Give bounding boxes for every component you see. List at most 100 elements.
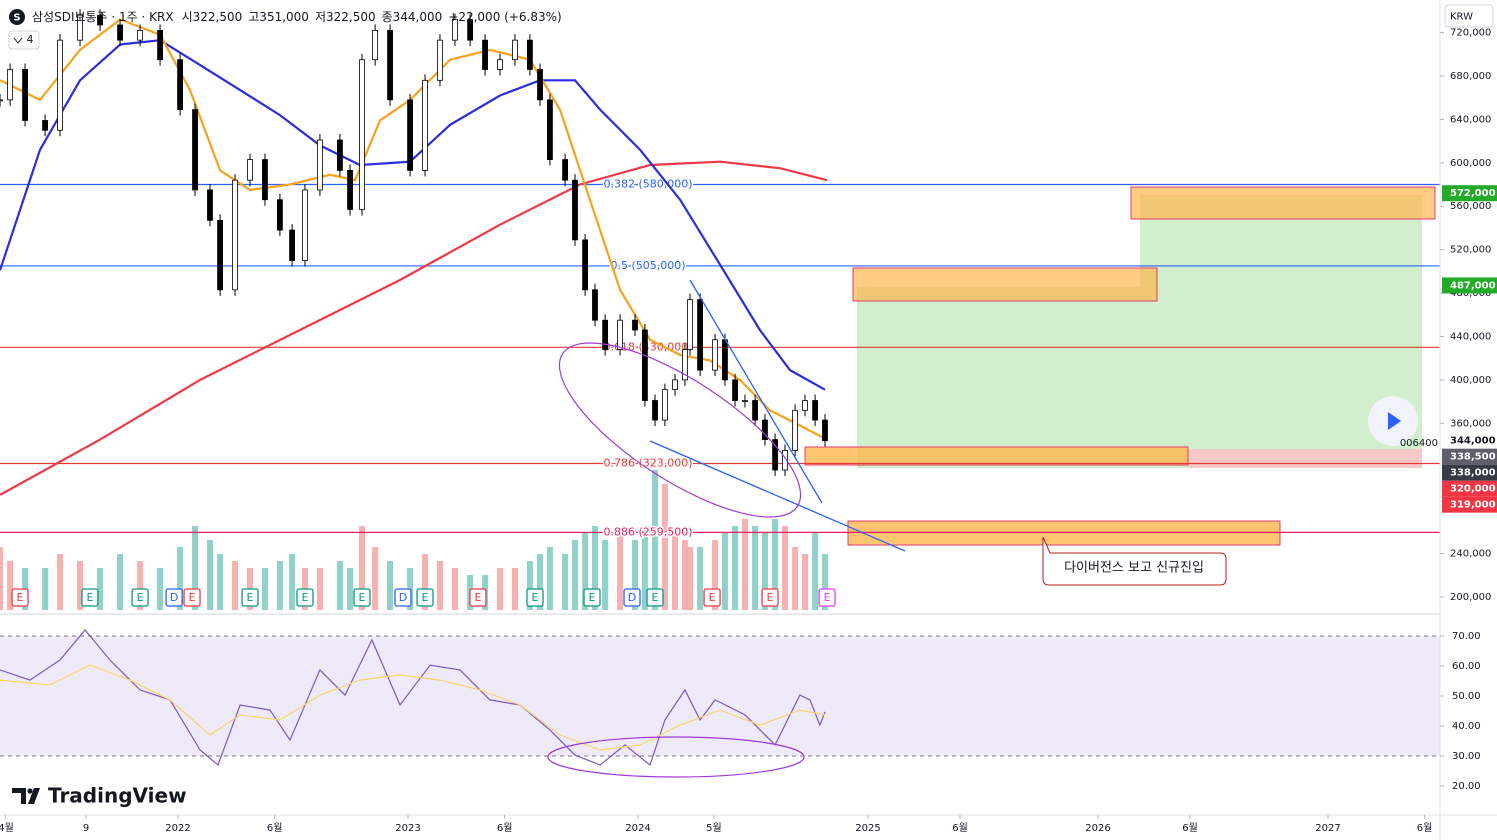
candle-body [77, 14, 83, 41]
candle-body [772, 439, 778, 471]
volume-bar [177, 547, 184, 610]
candle-body [42, 120, 48, 131]
rsi-pane [0, 635, 1440, 757]
event-label: D [399, 591, 407, 604]
volume-bar [217, 554, 224, 610]
event-marker [81, 588, 99, 607]
candle-body [682, 349, 688, 381]
candle-body [387, 29, 393, 101]
x-tick-label: 2022 [165, 823, 190, 834]
candle-body [407, 99, 413, 171]
volume-bar [546, 547, 553, 610]
symbol-code: 006400 [1400, 438, 1438, 449]
symbol-icon [9, 9, 25, 25]
candle-body [289, 229, 295, 261]
candle-body [262, 159, 268, 201]
logo-dot [27, 788, 33, 794]
event-label: E [17, 591, 24, 604]
y-tick-label: 480,000 [1450, 288, 1491, 299]
x-tick-label: 6월 [952, 822, 968, 834]
event-label: E [767, 591, 774, 604]
chart-data: 0.382 (580,000)0.5 (505,000)0.618 (430,0… [0, 9, 1440, 767]
volume-bar [602, 540, 609, 610]
price-label: 487,000 [1450, 280, 1496, 291]
candle-body [822, 419, 828, 442]
volume-bar [681, 540, 688, 610]
callout-text: 다이버전스 보고 신규진입 [1064, 561, 1204, 576]
candle-body [722, 339, 728, 381]
volume-bar [497, 568, 504, 610]
y-tick-label: 560,000 [1450, 201, 1491, 212]
candle-body [0, 99, 3, 102]
indicator-count: 4 [27, 33, 34, 46]
price-label-bg [1442, 480, 1497, 497]
candle-body [712, 339, 718, 371]
candle-body [792, 409, 798, 451]
volume-bar [261, 568, 268, 610]
x-tick-label: 9 [83, 823, 89, 834]
candle-body [572, 179, 578, 241]
event-marker [703, 588, 721, 607]
event-marker [131, 588, 149, 607]
candle-body [372, 29, 379, 61]
volume-bar [732, 526, 739, 610]
event-marker [526, 588, 544, 607]
candle-body [22, 69, 28, 121]
x-tick-label: 2027 [1315, 823, 1340, 834]
candle-body [437, 39, 443, 81]
event-marker [646, 588, 664, 607]
event-label: E [301, 591, 308, 604]
event-marker [761, 588, 779, 607]
event-marker [11, 588, 29, 607]
volume-bar [451, 568, 458, 610]
candle-body [359, 59, 365, 210]
event-marker [623, 588, 641, 607]
volume-bar [591, 526, 598, 610]
x-tick-label: 2025 [855, 823, 880, 834]
event-label: E [359, 591, 366, 604]
indicator-toggle[interactable] [8, 30, 40, 50]
candle-body [247, 159, 253, 181]
candle-body [232, 179, 238, 291]
candle-body [207, 189, 213, 221]
event-label: E [137, 591, 144, 604]
event-marker [394, 588, 412, 607]
candle-body [217, 219, 224, 291]
currency-button[interactable] [1444, 4, 1494, 28]
currency: KRW [1450, 12, 1473, 23]
fib-label: 0.786 (323,000) [603, 456, 692, 469]
price-label: 572,000 [1450, 188, 1496, 199]
loss-zone [1188, 449, 1422, 468]
volume-bar [0, 547, 3, 610]
volume-bar [781, 526, 788, 610]
logo-text: TradingView [48, 784, 187, 808]
trend-line [689, 279, 823, 504]
zone-box [852, 267, 1158, 302]
price-label: 319,000 [1450, 500, 1496, 511]
event-label: E [422, 591, 429, 604]
logo-icon [12, 788, 40, 804]
candle-body [632, 319, 638, 331]
volume-bar [697, 547, 704, 610]
volume-bar [276, 561, 283, 610]
price-label: 344,000 [1450, 436, 1496, 447]
candle-body [662, 389, 668, 421]
event-label: E [247, 591, 254, 604]
rsi-tick-label: 50.00 [1452, 691, 1481, 702]
price-label-bg [1442, 448, 1497, 465]
candle-body [732, 379, 738, 401]
y-tick-label: 640,000 [1450, 114, 1491, 125]
fib-label: 0.886 (259,500) [603, 525, 692, 538]
candle-body [177, 59, 183, 111]
callout [1042, 536, 1227, 586]
event-marker [583, 588, 601, 607]
candle-body [617, 319, 623, 350]
zone-box [804, 446, 1189, 466]
candle-body [672, 379, 678, 391]
volume-bar [721, 533, 728, 610]
candle-body [512, 39, 518, 61]
candle-body [562, 159, 568, 181]
volume-bar [812, 533, 819, 610]
